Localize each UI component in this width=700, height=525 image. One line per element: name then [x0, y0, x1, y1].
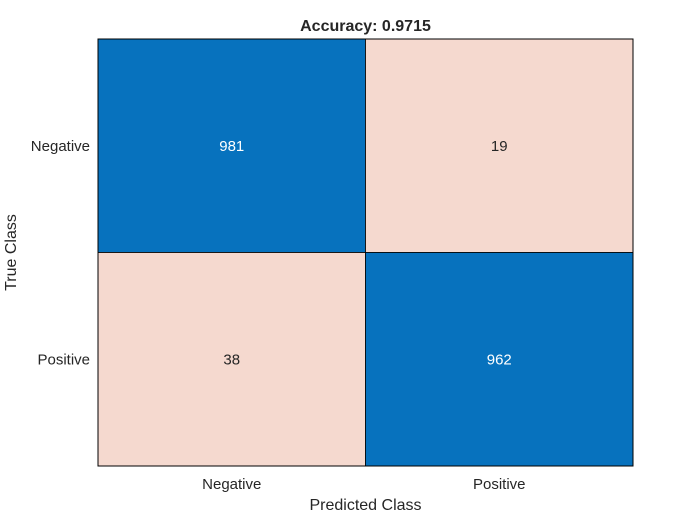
- matrix-cell-0-1: [365, 38, 634, 253]
- chart-title: Accuracy: 0.9715: [300, 18, 431, 35]
- x-tick-label-1: Positive: [473, 476, 526, 493]
- cell-value-0-0: 981: [219, 138, 244, 155]
- x-axis-label: Predicted Class: [309, 497, 421, 514]
- cell-value-1-1: 962: [487, 351, 512, 368]
- cell-value-1-0: 38: [223, 351, 240, 368]
- y-tick-label-1: Positive: [37, 351, 90, 368]
- matrix-cell-0-0: [97, 38, 366, 253]
- matrix-cell-1-0: [97, 252, 366, 467]
- cell-value-0-1: 19: [491, 138, 508, 155]
- y-axis-label: True Class: [3, 214, 20, 291]
- x-tick-label-0: Negative: [202, 476, 261, 493]
- matrix-cell-1-1: [365, 252, 634, 467]
- plot-border: [97, 38, 634, 467]
- y-tick-label-0: Negative: [31, 138, 90, 155]
